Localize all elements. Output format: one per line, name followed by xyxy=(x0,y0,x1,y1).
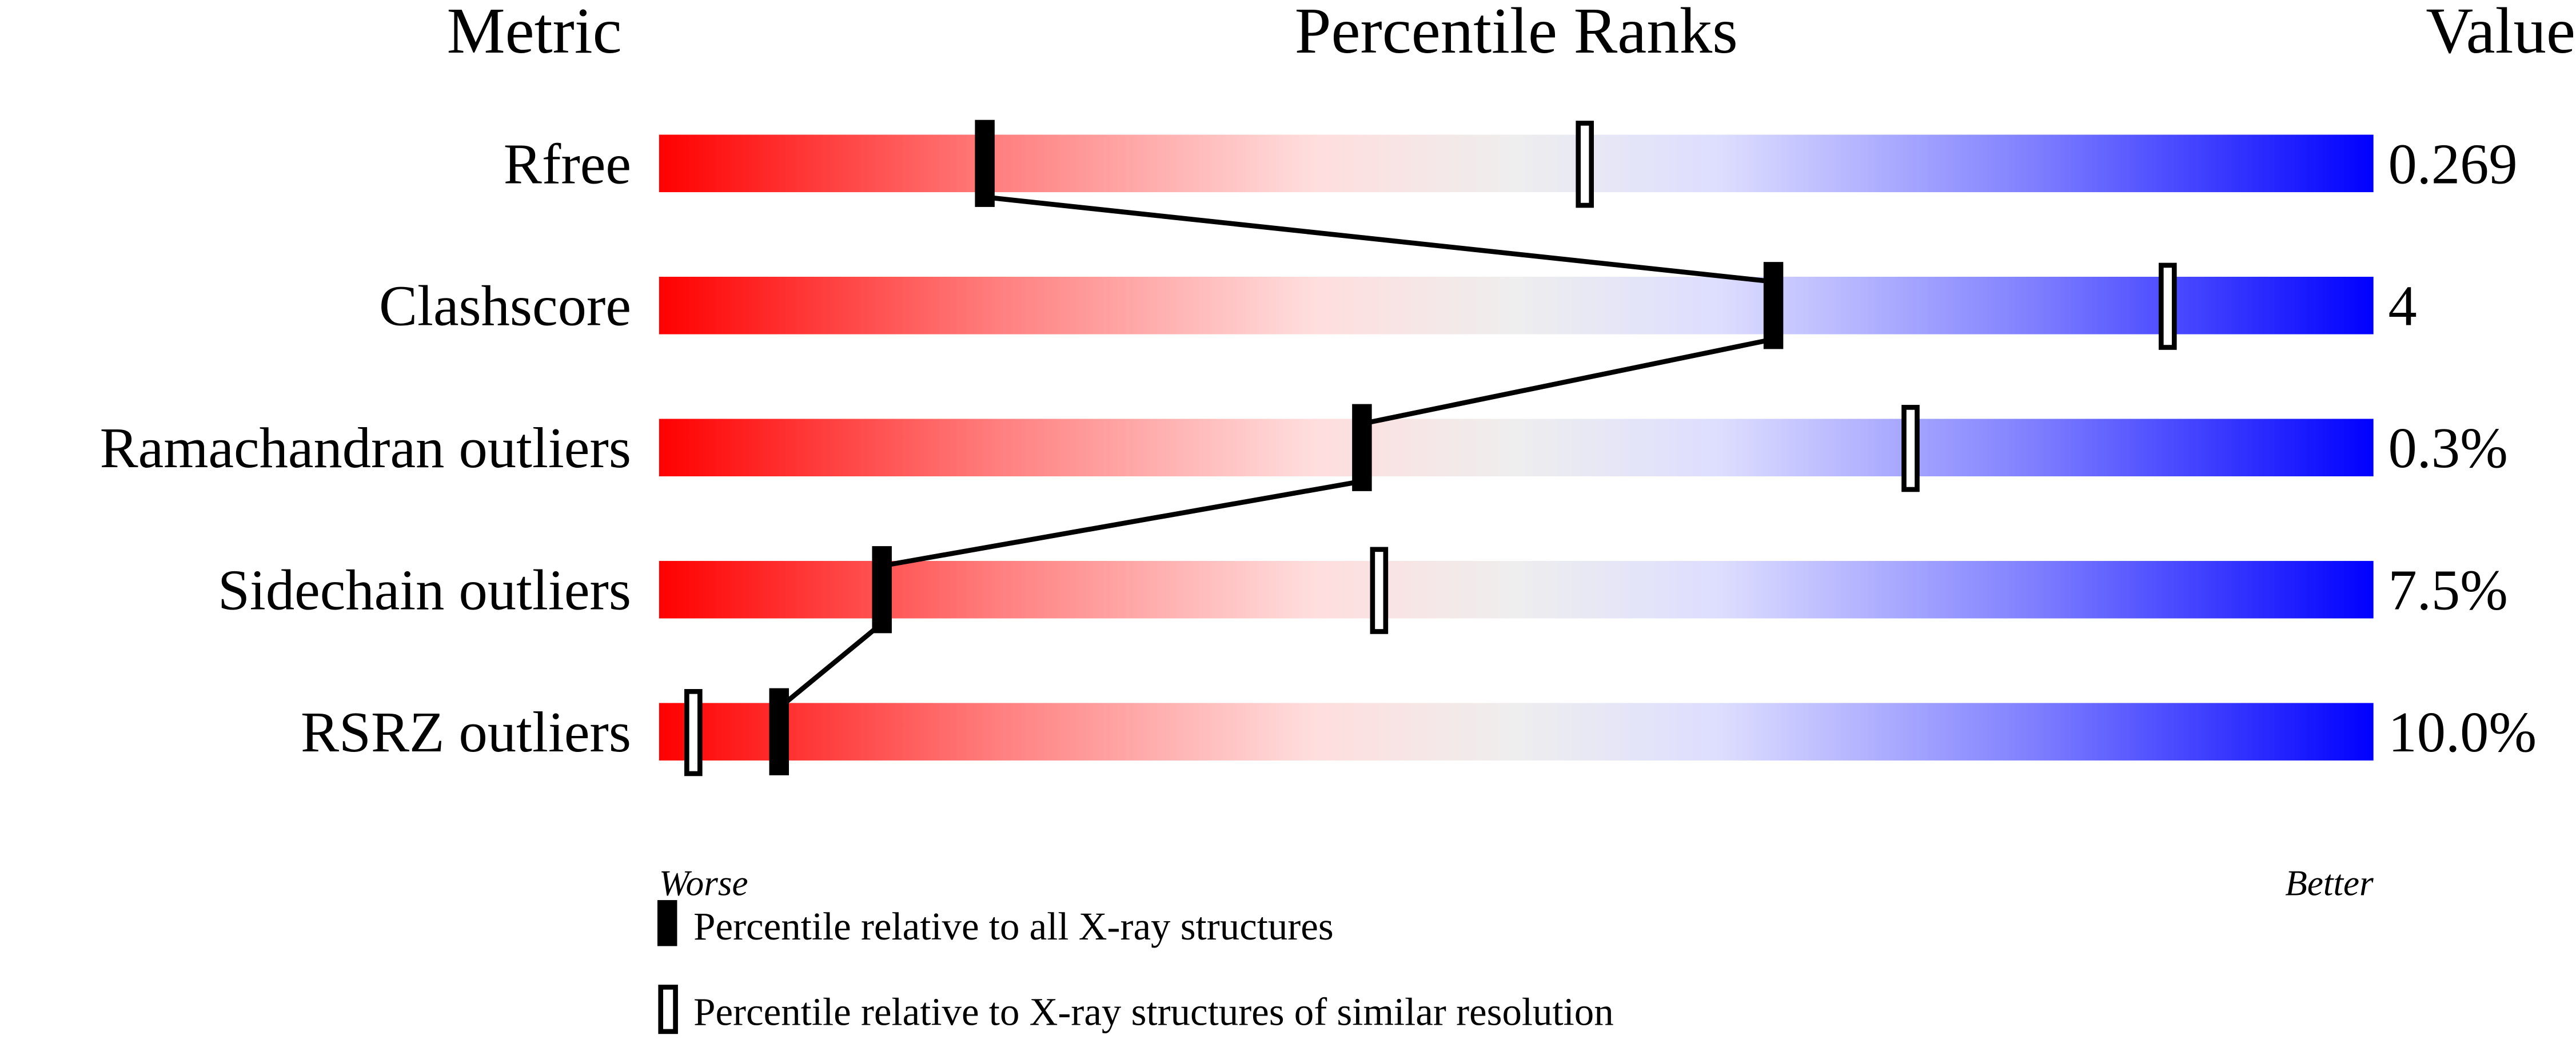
legend-open-marker xyxy=(658,985,678,1034)
connector-line xyxy=(984,194,1774,284)
connector-line xyxy=(881,479,1363,568)
legend-open-label: Percentile relative to X-ray structures … xyxy=(693,990,1614,1033)
marker-all-structures xyxy=(1763,262,1784,349)
percentile-bar xyxy=(659,703,2374,761)
marker-similar-resolution xyxy=(1576,121,1594,208)
marker-similar-resolution xyxy=(684,688,703,777)
percentile-bar xyxy=(659,134,2374,193)
header-value: Value xyxy=(2426,0,2575,67)
marker-all-structures xyxy=(1352,404,1372,491)
marker-all-structures xyxy=(872,546,892,634)
metric-value: 10.0% xyxy=(2388,700,2537,764)
marker-all-structures xyxy=(975,120,995,207)
marker-similar-resolution xyxy=(1901,405,1920,492)
percentile-bar xyxy=(659,560,2374,619)
marker-all-structures xyxy=(769,688,789,775)
connector-line xyxy=(777,621,884,710)
metric-label: RSRZ outliers xyxy=(301,700,631,764)
header-percentile-ranks: Percentile Ranks xyxy=(1295,0,1738,67)
marker-similar-resolution xyxy=(1370,547,1389,634)
metric-label: Rfree xyxy=(504,132,631,196)
metric-value: 7.5% xyxy=(2388,558,2508,622)
metric-label: Sidechain outliers xyxy=(218,558,631,622)
header-metric: Metric xyxy=(446,0,621,67)
legend-filled-label: Percentile relative to all X-ray structu… xyxy=(693,905,1334,948)
connector-line xyxy=(1361,336,1774,427)
worse-label: Worse xyxy=(659,863,748,903)
legend-filled-marker xyxy=(657,900,677,946)
metric-label: Ramachandran outliers xyxy=(100,416,631,480)
better-label: Better xyxy=(2285,863,2374,903)
percentile-bar xyxy=(659,277,2374,335)
metric-label: Clashscore xyxy=(379,274,631,338)
metric-value: 4 xyxy=(2388,274,2417,338)
metric-value: 0.3% xyxy=(2388,416,2508,480)
marker-similar-resolution xyxy=(2159,262,2177,350)
metric-value: 0.269 xyxy=(2388,132,2518,196)
percentile-bar xyxy=(659,419,2374,477)
